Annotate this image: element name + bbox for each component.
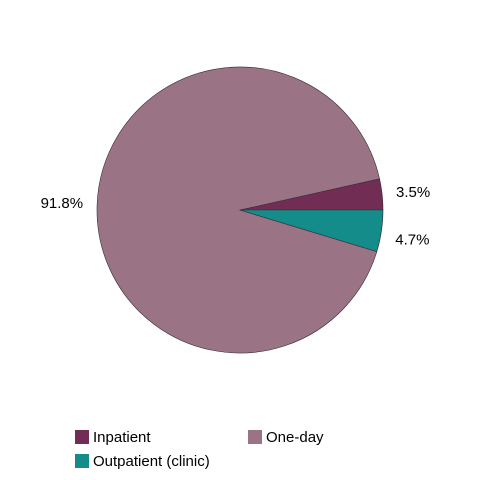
legend-swatch [75,454,89,468]
legend-label: One-day [266,429,324,446]
data-label: 3.5% [396,184,430,201]
data-label: 91.8% [41,195,84,212]
legend-swatch [248,430,262,444]
pie-slice [96,66,380,354]
legend-swatch [75,430,89,444]
legend-label: Outpatient (clinic) [93,453,210,470]
data-label: 4.7% [395,231,429,248]
pie-slice [239,209,384,252]
legend-label: Inpatient [93,429,151,446]
